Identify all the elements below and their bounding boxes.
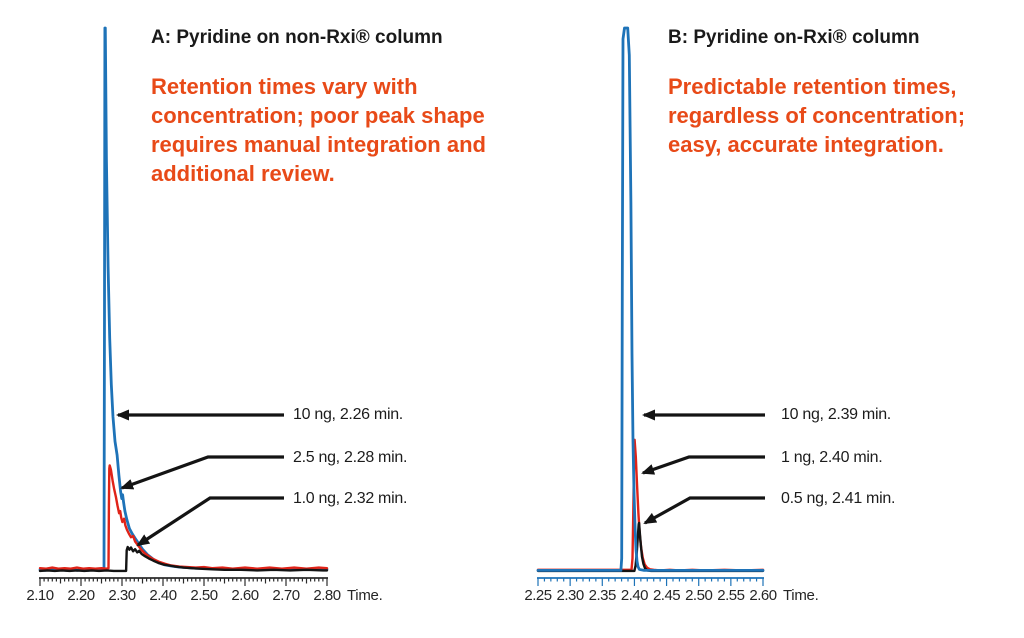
peak-annotation: 2.5 ng, 2.28 min.	[293, 449, 408, 466]
trace-10-ng	[536, 26, 765, 572]
x-tick-label: 2.50	[190, 587, 218, 604]
peak-annotation: 1.0 ng, 2.32 min.	[293, 490, 408, 507]
peak-annotation: 0.5 ng, 2.41 min.	[781, 490, 896, 507]
x-tick-label: 2.80	[313, 587, 341, 604]
x-tick-label: 2.60	[231, 587, 259, 604]
x-tick-label: 2.50	[685, 587, 713, 604]
annotation-arrow	[120, 455, 284, 490]
x-axis-title: Time.	[783, 587, 819, 604]
x-tick-label: 2.10	[26, 587, 54, 604]
x-tick-label: 2.60	[749, 587, 777, 604]
note-line: Retention times vary with	[151, 74, 418, 99]
x-tick-label: 2.35	[588, 587, 617, 604]
note-line: Predictable retention times,	[668, 74, 957, 99]
x-tick-label: 2.20	[67, 587, 95, 604]
x-tick-label: 2.40	[620, 587, 649, 604]
note-line: regardless of concentration;	[668, 103, 966, 128]
trace-0.5-ng	[536, 521, 765, 573]
annotation-arrow	[641, 455, 765, 475]
panel-a-note: Retention times vary with concentration;…	[151, 72, 486, 188]
note-line: easy, accurate integration.	[668, 132, 944, 157]
x-axis-title: Time.	[347, 587, 383, 604]
note-line: additional review.	[151, 161, 335, 186]
x-tick-label: 2.25	[524, 587, 552, 604]
panel-b-title: B: Pyridine on-Rxi® column	[668, 27, 920, 48]
annotation-arrow	[643, 496, 765, 525]
x-tick-label: 2.70	[272, 587, 300, 604]
x-tick-label: 2.30	[108, 587, 136, 604]
peak-annotation: 10 ng, 2.39 min.	[781, 406, 891, 423]
trace-1.0-ng	[38, 545, 329, 573]
panel-b-note: Predictable retention times, regardless …	[668, 72, 965, 159]
x-tick-label: 2.30	[556, 587, 585, 604]
note-line: concentration; poor peak shape	[151, 103, 485, 128]
trace-1-ng	[536, 438, 765, 572]
trace-2.5-ng	[38, 464, 329, 570]
annotation-arrow	[136, 496, 284, 547]
panel-a-title: A: Pyridine on non-Rxi® column	[151, 27, 443, 48]
peak-annotation: 1 ng, 2.40 min.	[781, 449, 883, 466]
peak-annotation: 10 ng, 2.26 min.	[293, 406, 403, 423]
x-tick-label: 2.45	[652, 587, 681, 604]
x-tick-label: 2.40	[149, 587, 177, 604]
x-tick-label: 2.55	[717, 587, 745, 604]
note-line: requires manual integration and	[151, 132, 486, 157]
